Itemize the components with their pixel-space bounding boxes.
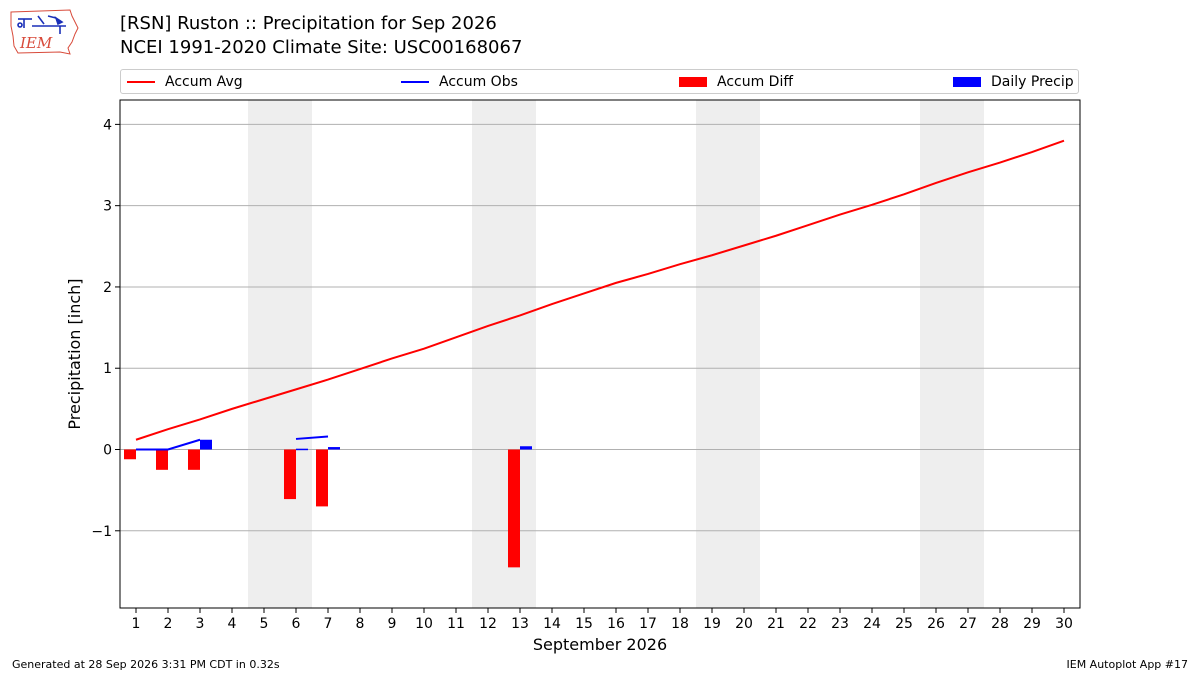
legend-label-accum-avg: Accum Avg	[165, 74, 243, 90]
x-tick-label: 22	[799, 616, 817, 632]
daily-precip-bar-day-13	[520, 446, 532, 450]
x-tick-label: 16	[607, 616, 625, 632]
x-tick-label: 23	[831, 616, 849, 632]
accum-diff-bar-day-7	[316, 449, 328, 507]
iem-logo: IEM	[8, 6, 80, 58]
x-tick-label: 17	[639, 616, 657, 632]
x-tick-label: 13	[511, 616, 529, 632]
weekend-band-4	[920, 100, 984, 608]
y-tick-label: −1	[91, 524, 112, 540]
accum-obs-line-segment-2	[295, 435, 329, 440]
y-tick-label: 1	[103, 361, 112, 377]
accum-diff-bar-day-6	[284, 449, 296, 500]
y-tick-label: 3	[103, 199, 112, 215]
y-tick-label: 2	[103, 280, 112, 296]
autoplot-app-label: IEM Autoplot App #17	[1066, 658, 1189, 671]
x-tick-label: 21	[767, 616, 785, 632]
x-tick-label: 15	[575, 616, 593, 632]
x-tick-label: 2	[164, 616, 173, 632]
legend-swatch-daily-precip	[953, 77, 981, 87]
chart-title: [RSN] Ruston :: Precipitation for Sep 20…	[120, 13, 497, 34]
daily-precip-bar-day-6	[296, 448, 308, 451]
x-tick-label: 26	[927, 616, 945, 632]
legend-label-accum-obs: Accum Obs	[439, 74, 518, 90]
legend-item-accum-diff: Accum Diff	[679, 74, 793, 90]
weekend-band-1	[248, 100, 312, 608]
x-tick-label: 28	[991, 616, 1009, 632]
x-tick-label: 20	[735, 616, 753, 632]
x-tick-label: 11	[447, 616, 465, 632]
x-tick-label: 5	[260, 616, 269, 632]
accum-diff-bar-day-3	[188, 449, 200, 470]
x-tick-label: 30	[1055, 616, 1073, 632]
legend-item-accum-obs: Accum Obs	[401, 74, 518, 90]
x-tick-label: 19	[703, 616, 721, 632]
x-tick-label: 27	[959, 616, 977, 632]
x-tick-label: 10	[415, 616, 433, 632]
accum-obs-line-segment-1	[136, 438, 201, 451]
legend-label-daily-precip: Daily Precip	[991, 74, 1074, 90]
x-tick-label: 24	[863, 616, 881, 632]
y-axis-label: Precipitation [inch]	[65, 278, 84, 429]
accum-diff-bar-day-2	[156, 449, 168, 470]
x-tick-label: 9	[388, 616, 397, 632]
x-tick-label: 29	[1023, 616, 1041, 632]
legend-swatch-accum-avg	[127, 81, 155, 83]
accum-diff-bar-day-13	[508, 449, 520, 568]
x-tick-label: 1	[132, 616, 141, 632]
legend-swatch-accum-diff	[679, 77, 707, 87]
x-tick-label: 3	[196, 616, 205, 632]
y-tick-label: 4	[103, 117, 112, 133]
weekend-band-2	[472, 100, 536, 608]
legend-swatch-accum-obs	[401, 81, 429, 83]
x-tick-label: 6	[292, 616, 301, 632]
legend-item-daily-precip: Daily Precip	[953, 74, 1074, 90]
logo-text: IEM	[19, 34, 53, 52]
accum-avg-line	[135, 139, 1065, 441]
x-tick-label: 14	[543, 616, 561, 632]
daily-precip-bar-day-7	[328, 447, 340, 450]
x-tick-label: 8	[356, 616, 365, 632]
x-tick-label: 4	[228, 616, 237, 632]
accum-diff-bar-day-1	[124, 449, 136, 460]
y-tick-label: 0	[103, 443, 112, 459]
x-tick-label: 12	[479, 616, 497, 632]
daily-precip-bar-day-3	[200, 439, 212, 450]
chart-subtitle: NCEI 1991-2020 Climate Site: USC00168067	[120, 37, 523, 58]
x-tick-label: 25	[895, 616, 913, 632]
x-tick-label: 18	[671, 616, 689, 632]
legend-label-accum-diff: Accum Diff	[717, 74, 794, 90]
weekend-band-3	[696, 100, 760, 608]
legend-item-accum-avg: Accum Avg	[127, 74, 243, 90]
chart-legend: Accum Avg Accum Obs Accum Diff Daily Pre…	[120, 69, 1079, 94]
generated-timestamp: Generated at 28 Sep 2026 3:31 PM CDT in …	[12, 658, 280, 671]
x-tick-label: 7	[324, 616, 333, 632]
iem-iowa-logo-icon: IEM	[10, 9, 79, 55]
x-axis-label: September 2026	[533, 635, 667, 654]
plot-frame	[119, 99, 1081, 609]
